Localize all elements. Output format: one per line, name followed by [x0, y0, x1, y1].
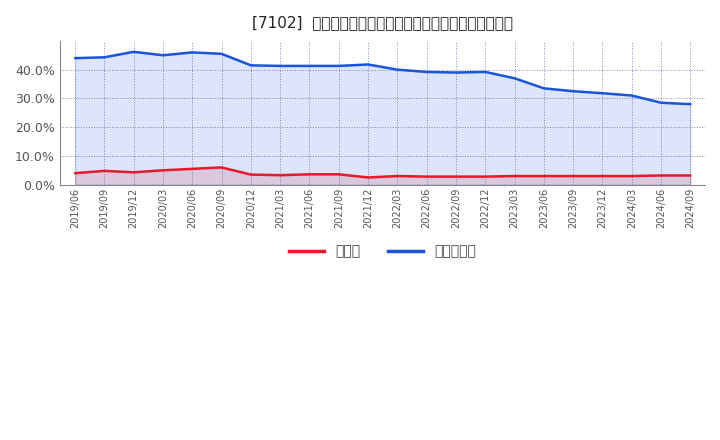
Legend: 現顀金, 有利子負債: 現顀金, 有利子負債	[284, 239, 482, 264]
Title: [7102]  現顀金、有利子負債の総資産に対する比率の推移: [7102] 現顀金、有利子負債の総資産に対する比率の推移	[252, 15, 513, 30]
